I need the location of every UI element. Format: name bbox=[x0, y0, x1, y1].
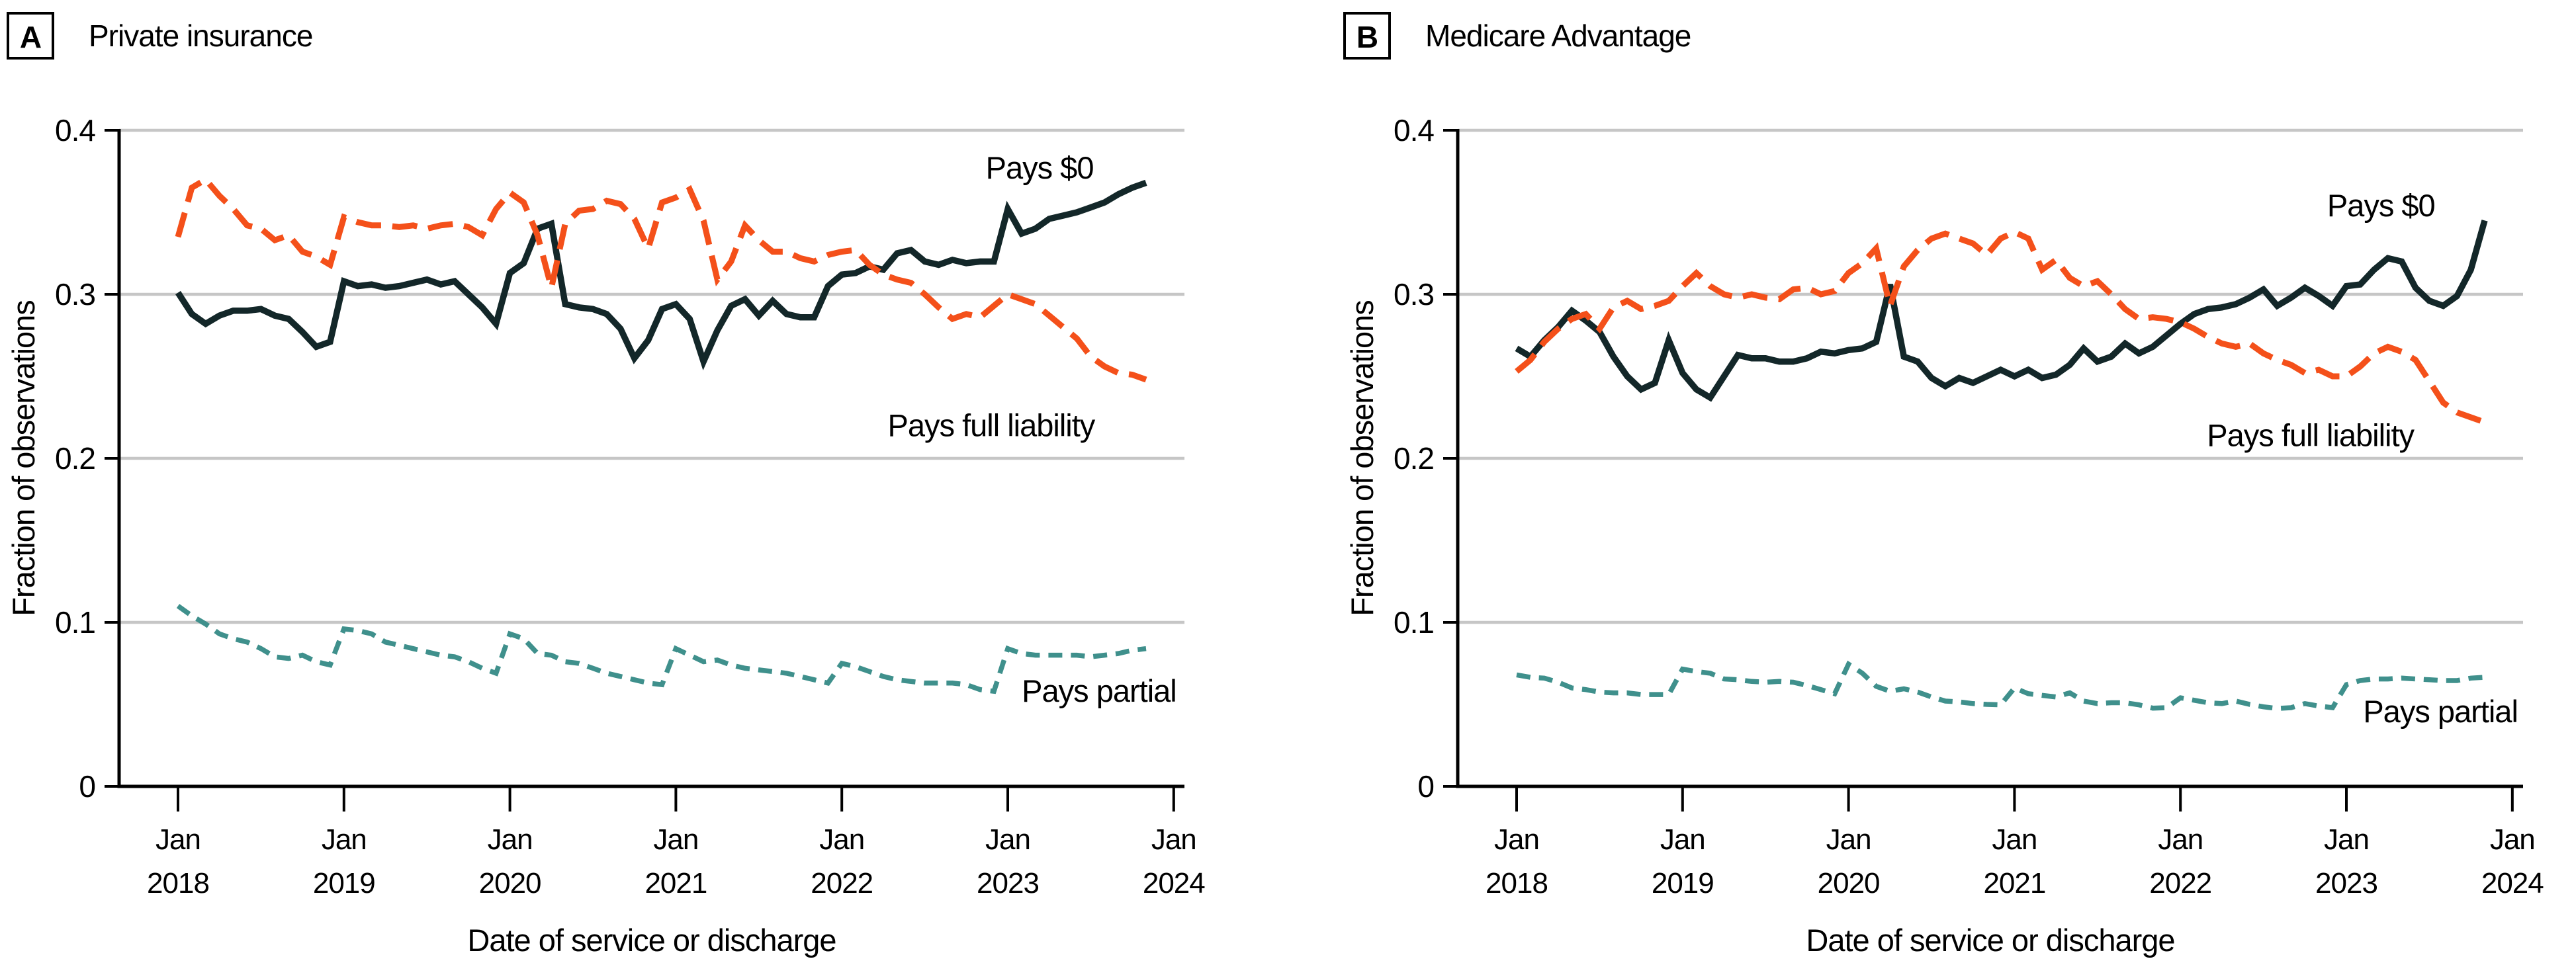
x-tick-label-year: 2018 bbox=[147, 867, 209, 899]
x-tick-label-year: 2024 bbox=[2481, 867, 2544, 899]
series-label-pays-0: Pays $0 bbox=[986, 150, 1094, 185]
x-tick-label-year: 2020 bbox=[479, 867, 541, 899]
x-tick-label-month: Jan bbox=[322, 823, 367, 856]
y-tick-label: 0.1 bbox=[55, 605, 95, 640]
x-tick-label-year: 2022 bbox=[811, 867, 873, 899]
series-line-pays-full-liability bbox=[175, 175, 1147, 383]
x-tick-label-month: Jan bbox=[155, 823, 200, 856]
x-tick-label-month: Jan bbox=[2324, 823, 2369, 856]
x-tick-label-year: 2023 bbox=[2315, 867, 2377, 899]
x-tick-label-month: Jan bbox=[653, 823, 698, 856]
series-line-pays-0 bbox=[175, 179, 1147, 370]
y-tick-label: 0 bbox=[1417, 769, 1434, 804]
x-tick-label-year: 2021 bbox=[644, 867, 707, 899]
series-label-pays-partial: Pays partial bbox=[1022, 673, 1177, 708]
panel-letter-box bbox=[1343, 12, 1391, 60]
panel-private-insurance: A Private insurance 0 0.1 0.2 0.3 0.4 Jan 2018 Ja… bbox=[6, 12, 1206, 958]
x-tick-label-year: 2019 bbox=[1652, 867, 1714, 899]
series-line-pays-partial bbox=[176, 604, 1147, 694]
series-line-pays-partial bbox=[1516, 660, 2485, 711]
y-tick-label: 0.1 bbox=[1394, 605, 1434, 640]
x-tick-label-month: Jan bbox=[488, 823, 533, 856]
x-tick-label-month: Jan bbox=[1992, 823, 2037, 856]
x-tick-label-year: 2021 bbox=[1983, 867, 2045, 899]
x-tick-label-year: 2022 bbox=[2149, 867, 2211, 899]
x-tick-label-month: Jan bbox=[1151, 823, 1196, 856]
series-label-pays-full-liability: Pays full liability bbox=[888, 407, 1096, 442]
y-tick-label: 0.2 bbox=[1394, 441, 1434, 476]
panel-letter: A bbox=[20, 20, 41, 54]
panel-title: Medicare Advantage bbox=[1425, 19, 1691, 53]
x-axis-title: Date of service or discharge bbox=[467, 923, 836, 958]
series-label-pays-partial: Pays partial bbox=[2363, 694, 2518, 729]
x-tick-label-year: 2018 bbox=[1486, 867, 1548, 899]
panel-letter-box bbox=[7, 12, 54, 60]
x-tick-label-month: Jan bbox=[1494, 823, 1539, 856]
panel-title: Private insurance bbox=[89, 19, 312, 53]
x-tick-label-month: Jan bbox=[985, 823, 1030, 856]
y-tick-label: 0.3 bbox=[55, 277, 95, 312]
x-tick-label-year: 2023 bbox=[977, 867, 1039, 899]
y-axis-title: Fraction of observations bbox=[1345, 300, 1380, 616]
panel-medicare-advantage: B Medicare Advantage 0 0.1 0.2 0.3 0.4 Jan 2018 J… bbox=[1343, 12, 2544, 958]
y-tick-label: 0.2 bbox=[55, 441, 95, 476]
x-tick-label-month: Jan bbox=[2158, 823, 2203, 856]
x-tick-label-month: Jan bbox=[819, 823, 864, 856]
y-axis-title: Fraction of observations bbox=[6, 300, 41, 616]
x-tick-label-year: 2020 bbox=[1818, 867, 1880, 899]
series-line-pays-0 bbox=[1515, 220, 2488, 402]
y-tick-label: 0.4 bbox=[1394, 113, 1434, 147]
y-tick-label: 0 bbox=[79, 769, 95, 804]
y-tick-label: 0.3 bbox=[1394, 277, 1434, 312]
x-tick-label-month: Jan bbox=[1826, 823, 1871, 856]
x-tick-label-year: 2024 bbox=[1143, 867, 1205, 899]
panel-letter: B bbox=[1356, 20, 1378, 54]
x-tick-label-month: Jan bbox=[2490, 823, 2535, 856]
y-tick-label: 0.4 bbox=[55, 113, 95, 147]
series-label-pays-0: Pays $0 bbox=[2327, 188, 2435, 223]
x-axis-title: Date of service or discharge bbox=[1806, 923, 2174, 958]
series-line-pays-full-liability bbox=[1515, 228, 2486, 425]
x-tick-label-month: Jan bbox=[1660, 823, 1705, 856]
x-tick-label-year: 2019 bbox=[313, 867, 375, 899]
series-label-pays-full-liability: Pays full liability bbox=[2207, 417, 2415, 452]
